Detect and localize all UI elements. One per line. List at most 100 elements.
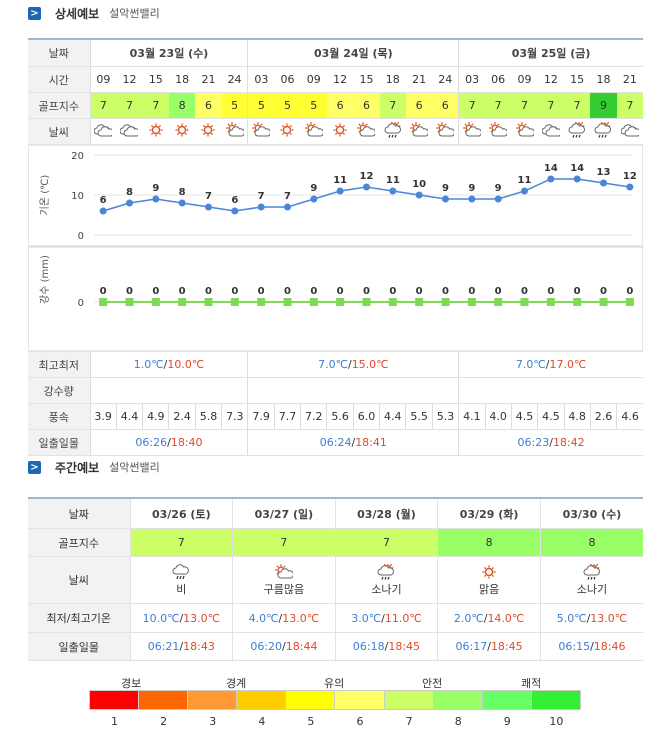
rainfall-cell xyxy=(353,377,380,404)
data-point xyxy=(494,195,502,203)
weekly-golf-cell: 8 xyxy=(437,528,541,557)
data-label: 9 xyxy=(442,183,449,194)
sunny-icon xyxy=(149,123,163,137)
weather-cell xyxy=(300,118,327,145)
partly-cloudy-icon xyxy=(489,122,509,137)
weekly-sunrise: 06:17 xyxy=(455,640,488,653)
legend-number: 9 xyxy=(503,715,511,728)
data-point xyxy=(336,187,344,195)
weekly-weather-cell: 구름많음 xyxy=(232,556,336,604)
weather-cell xyxy=(405,118,433,145)
time-cell: 18 xyxy=(379,66,406,93)
weekly-sunrise: 06:15 xyxy=(558,640,591,653)
date-label: 날짜 xyxy=(28,39,90,67)
weather-cell xyxy=(221,118,248,145)
data-label: 0 xyxy=(258,286,265,297)
time-cell: 06 xyxy=(485,66,512,93)
data-label: 12 xyxy=(623,171,637,182)
weather-cell xyxy=(616,118,643,145)
wind-cell: 5.3 xyxy=(431,403,459,430)
data-label: 9 xyxy=(310,183,317,194)
data-point xyxy=(204,298,213,306)
data-label: 13 xyxy=(597,167,611,178)
weekly-sunrise: 06:18 xyxy=(352,640,385,653)
wind-cell: 4.8 xyxy=(563,403,591,430)
weekly-golf-cell: 7 xyxy=(232,528,336,557)
y-tick-label: 20 xyxy=(71,151,84,162)
data-label: 0 xyxy=(547,286,554,297)
separator: / xyxy=(381,611,385,625)
golf-index-cell: 5 xyxy=(274,92,301,119)
data-label: 11 xyxy=(386,175,400,186)
weekly-section-title: 주간예보 xyxy=(55,460,100,475)
weekly-min-temp: 4.0℃ xyxy=(248,611,279,625)
day-minmax: 1.0℃/10.0℃ xyxy=(89,351,248,378)
rainfall-cell xyxy=(405,377,433,404)
weather-cell xyxy=(379,118,406,145)
legend-swatch xyxy=(89,690,140,710)
partly-cloudy-icon xyxy=(304,122,324,137)
time-cell: 06 xyxy=(274,66,301,93)
data-label: 8 xyxy=(179,187,186,198)
time-label: 시간 xyxy=(28,66,90,93)
rain-chart: 0 강수 (mm) 0 0 0 0 0 0 0 0 0 0 0 0 0 0 0 0 0 0 0 0 0 xyxy=(28,246,643,352)
legend-numbers: 1 2 3 4 5 6 7 8 9 10 xyxy=(90,715,581,728)
time-cell: 18 xyxy=(590,66,617,93)
weather-label: 날씨 xyxy=(28,118,90,145)
data-point xyxy=(599,298,608,306)
data-point xyxy=(467,298,476,306)
legend-number: 7 xyxy=(405,715,413,728)
legend-number: 3 xyxy=(209,715,217,728)
wind-cell: 4.1 xyxy=(458,403,486,430)
time-cell: 15 xyxy=(353,66,380,93)
data-point xyxy=(415,191,423,199)
data-label: 11 xyxy=(518,175,532,186)
legend-swatch xyxy=(285,690,336,710)
golf-index-cell: 7 xyxy=(116,92,143,119)
shower-icon xyxy=(378,563,395,580)
data-label: 0 xyxy=(205,286,212,297)
sun-label: 일출일몰 xyxy=(28,429,90,456)
partly-cloudy-icon xyxy=(436,122,456,137)
sunny-icon xyxy=(201,123,215,137)
time-cell: 03 xyxy=(247,66,275,93)
rainfall-label: 강수량 xyxy=(28,377,90,404)
data-point xyxy=(309,298,318,306)
data-label: 0 xyxy=(626,286,633,297)
weather-cell xyxy=(89,118,117,145)
data-label: 0 xyxy=(468,286,475,297)
day-sun: 06:26/18:40 xyxy=(89,429,248,456)
sunrise-time: 06:24 xyxy=(319,436,352,449)
golf-index-cell: 7 xyxy=(89,92,117,119)
weekly-section-subtitle: 설악썬밸리 xyxy=(109,461,160,474)
data-label: 0 xyxy=(363,286,370,297)
weather-cell xyxy=(511,118,538,145)
data-point xyxy=(126,199,133,207)
weather-cell xyxy=(274,118,301,145)
golf-index-cell: 6 xyxy=(405,92,433,119)
weekly-golf-cell: 7 xyxy=(334,528,438,557)
rainfall-cell xyxy=(89,377,117,404)
data-label: 0 xyxy=(231,286,238,297)
time-cell: 24 xyxy=(221,66,248,93)
data-point xyxy=(521,187,528,195)
shower-icon xyxy=(384,120,401,138)
weather-cell xyxy=(195,118,222,145)
legend-label: 쾌적 xyxy=(521,677,542,690)
weather-cell xyxy=(590,118,617,145)
cloudy-icon xyxy=(120,124,141,137)
separator: / xyxy=(278,611,283,625)
wind-cell: 3.9 xyxy=(89,403,117,430)
data-label: 7 xyxy=(258,191,265,202)
data-point xyxy=(257,203,265,211)
time-cell: 21 xyxy=(616,66,643,93)
sunset-time: 18:41 xyxy=(355,436,387,449)
weather-cell xyxy=(537,118,564,145)
golf-index-cell: 7 xyxy=(511,92,538,119)
min-temp: 1.0℃ xyxy=(133,358,164,371)
partly-cloudy-icon xyxy=(225,122,245,137)
weekly-max-temp: 13.0℃ xyxy=(590,611,628,625)
day-date: 03월 23일 (수) xyxy=(89,39,248,67)
separator: / xyxy=(179,640,184,653)
weekly-sunset: 18:45 xyxy=(490,640,523,653)
